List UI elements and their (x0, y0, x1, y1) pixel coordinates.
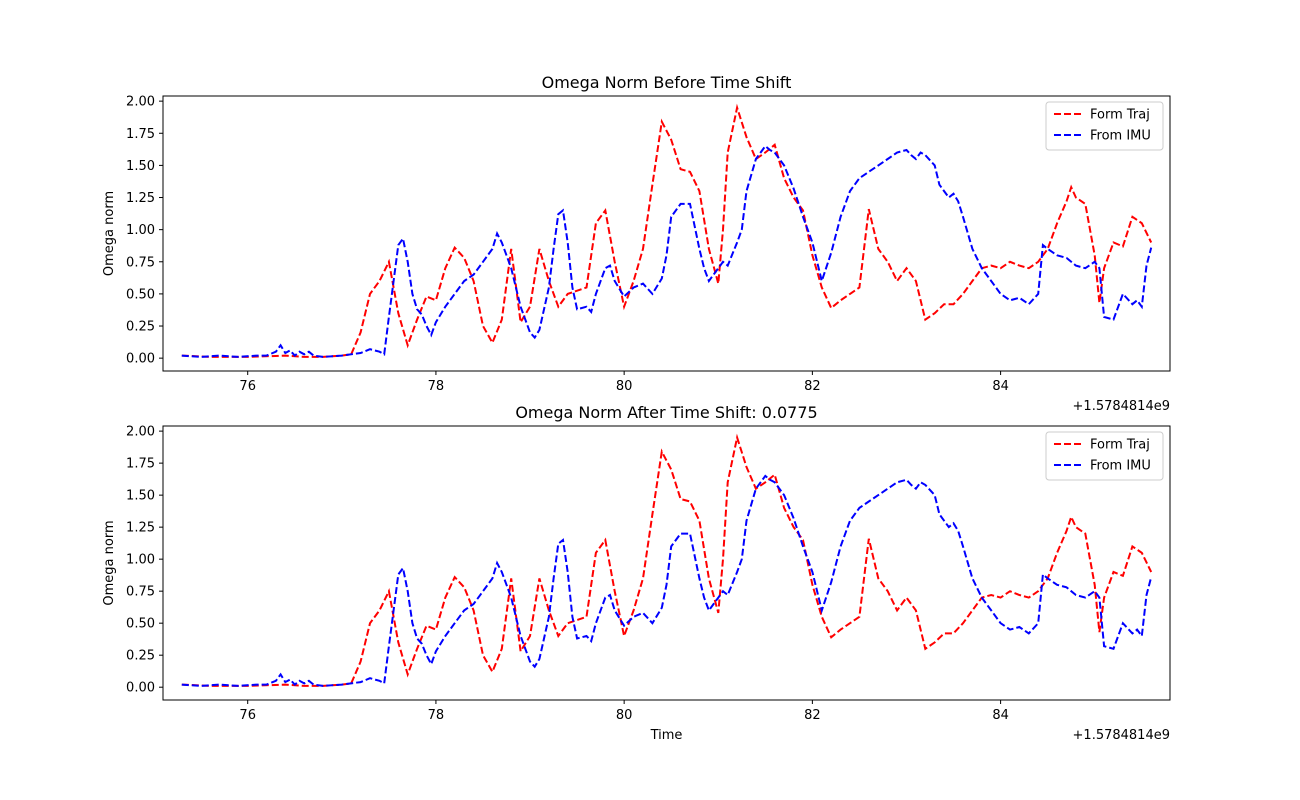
chart-title: Omega Norm After Time Shift: 0.0775 (515, 403, 817, 422)
legend-label: Form Traj (1090, 108, 1150, 123)
chart-panel-1: Omega Norm Before Time Shift 0.00 0.25 0.50… (102, 73, 1171, 414)
y-tick-label: 0.75 (126, 255, 155, 270)
x-tick-label: 78 (428, 379, 445, 394)
y-tick-label: 0.00 (126, 681, 155, 696)
y-tick-label: 1.50 (126, 159, 155, 174)
x-tick-label: 78 (428, 708, 445, 723)
y-tick-label: 1.25 (126, 191, 155, 206)
y-tick-label: 0.25 (126, 320, 155, 335)
x-tick-label: 76 (239, 708, 256, 723)
y-tick-label: 1.00 (126, 223, 155, 238)
y-axis-label: Omega norm (102, 191, 117, 276)
y-tick-label: 0.50 (126, 617, 155, 632)
x-offset-label: +1.5784814e9 (1073, 728, 1170, 743)
x-tick-label: 82 (804, 379, 821, 394)
x-offset-label: +1.5784814e9 (1073, 399, 1170, 414)
y-tick-label: 0.50 (126, 287, 155, 302)
x-tick-label: 80 (616, 379, 633, 394)
x-axis-label: Time (650, 728, 683, 743)
y-tick-label: 0.25 (126, 649, 155, 664)
plot-frame (162, 95, 1171, 372)
plot-frame (162, 425, 1171, 701)
y-tick-label: 1.75 (126, 457, 155, 472)
series-line-from-imu (181, 474, 1153, 687)
x-tick-label: 84 (992, 708, 1009, 723)
y-tick-label: 1.75 (126, 127, 155, 142)
y-tick-label: 1.00 (126, 553, 155, 568)
y-tick-label: 1.50 (126, 489, 155, 504)
series-line-from-imu (181, 144, 1153, 358)
x-tick-label: 84 (992, 379, 1009, 394)
y-tick-label: 1.25 (126, 521, 155, 536)
legend-label: From IMU (1090, 459, 1151, 474)
y-axis-label: Omega norm (102, 520, 117, 605)
chart-panel-2: Omega Norm After Time Shift: 0.0775 0.00 0… (102, 403, 1171, 743)
x-tick-label: 80 (616, 708, 633, 723)
y-tick-label: 0.75 (126, 585, 155, 600)
y-tick-label: 0.00 (126, 352, 155, 367)
series-line-form-traj (181, 103, 1153, 358)
legend-label: From IMU (1090, 129, 1151, 144)
series-line-form-traj (181, 433, 1153, 687)
x-tick-label: 82 (804, 708, 821, 723)
y-tick-label: 2.00 (126, 425, 155, 440)
legend-label: Form Traj (1090, 438, 1150, 453)
x-tick-label: 76 (239, 379, 256, 394)
y-tick-label: 2.00 (126, 95, 155, 110)
chart-title: Omega Norm Before Time Shift (542, 73, 792, 92)
